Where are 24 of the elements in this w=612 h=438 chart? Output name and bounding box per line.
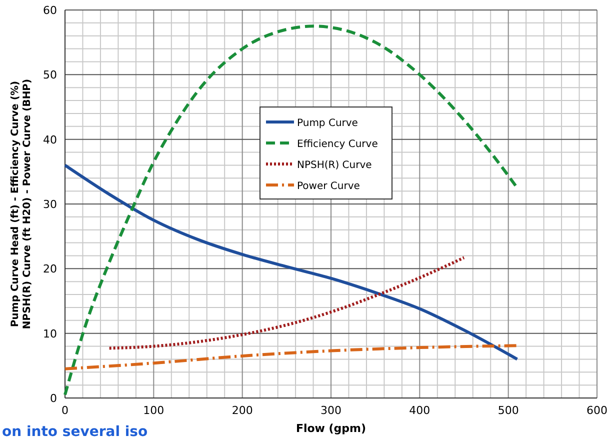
y-tick-label: 0 [50,392,57,405]
legend-label: Power Curve [297,181,360,192]
x-tick-label: 300 [320,404,342,417]
y-axis-title: Pump Curve Head (ft) - Efficiency Curve (%) NPSH(R) Curve (ft H20) - Power Curve (BHP) [10,78,33,330]
y-tick-label: 50 [43,68,57,82]
y-tick-label: 10 [43,327,57,340]
y-tick-label: 20 [43,262,57,276]
legend-label: Pump Curve [297,118,358,129]
x-tick-label: 600 [586,404,608,417]
legend-label: Efficiency Curve [297,139,378,150]
y-tick-label: 40 [43,133,57,146]
y-tick-label: 30 [43,198,57,211]
text: on into several iso [2,424,148,438]
x-tick-label: 400 [409,404,430,417]
x-tick-label: 100 [143,404,164,417]
x-axis-title: Flow (gpm) [296,422,366,435]
x-tick-label: 0 [62,404,68,417]
x-tick-label: 200 [232,404,253,417]
y-tick-label: 60 [43,4,57,17]
legend-label: NPSH(R) Curve [297,160,372,171]
x-tick-label: 500 [498,404,519,417]
line-series [64,344,519,370]
line-series [108,256,466,350]
line-series [64,24,519,396]
